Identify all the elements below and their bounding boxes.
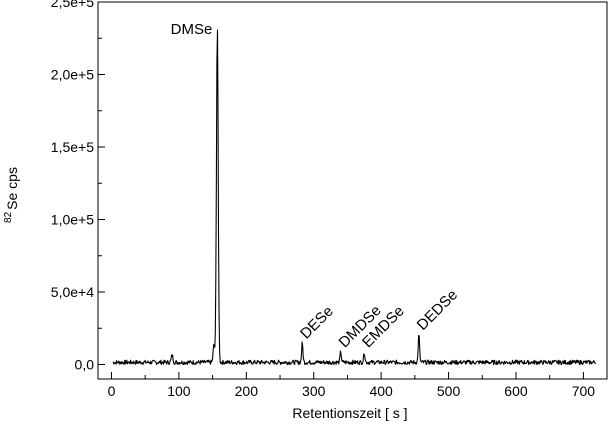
x-axis: 0 100 200 300 400 500 600 700 xyxy=(108,372,596,399)
y-tick-label: 1,0e+5 xyxy=(51,212,94,228)
x-tick-label: 300 xyxy=(302,383,326,399)
series-line xyxy=(112,29,597,366)
y-tick-label: 2,5e+5 xyxy=(51,0,94,10)
y-axis-title: 82Se cps xyxy=(3,167,20,223)
y-axis: 0,0 5,0e+4 1,0e+5 1,5e+5 2,0e+5 2,5e+5 xyxy=(51,0,105,373)
plot-frame xyxy=(97,1,608,380)
x-tick-label: 100 xyxy=(167,383,191,399)
y-tick-label: 1,5e+5 xyxy=(51,139,94,155)
y-axis-title-text: Se cps xyxy=(4,167,20,210)
peak-label: DESe xyxy=(297,303,337,343)
x-tick-label: 500 xyxy=(437,383,461,399)
y-tick-label: 2,0e+5 xyxy=(51,67,94,83)
x-tick-label: 0 xyxy=(108,383,116,399)
x-tick-label: 600 xyxy=(504,383,528,399)
x-axis-title: Retentionszeit [ s ] xyxy=(292,405,407,421)
peak-label: DMSe xyxy=(171,21,213,38)
y-tick-label: 5,0e+4 xyxy=(51,284,94,300)
x-tick-label: 200 xyxy=(235,383,259,399)
peak-label: DEDSe xyxy=(414,286,461,333)
y-tick-label: 0,0 xyxy=(75,357,95,373)
x-tick-label: 400 xyxy=(369,383,393,399)
y-axis-title-superscript: 82 xyxy=(3,211,14,223)
x-tick-label: 700 xyxy=(572,383,596,399)
